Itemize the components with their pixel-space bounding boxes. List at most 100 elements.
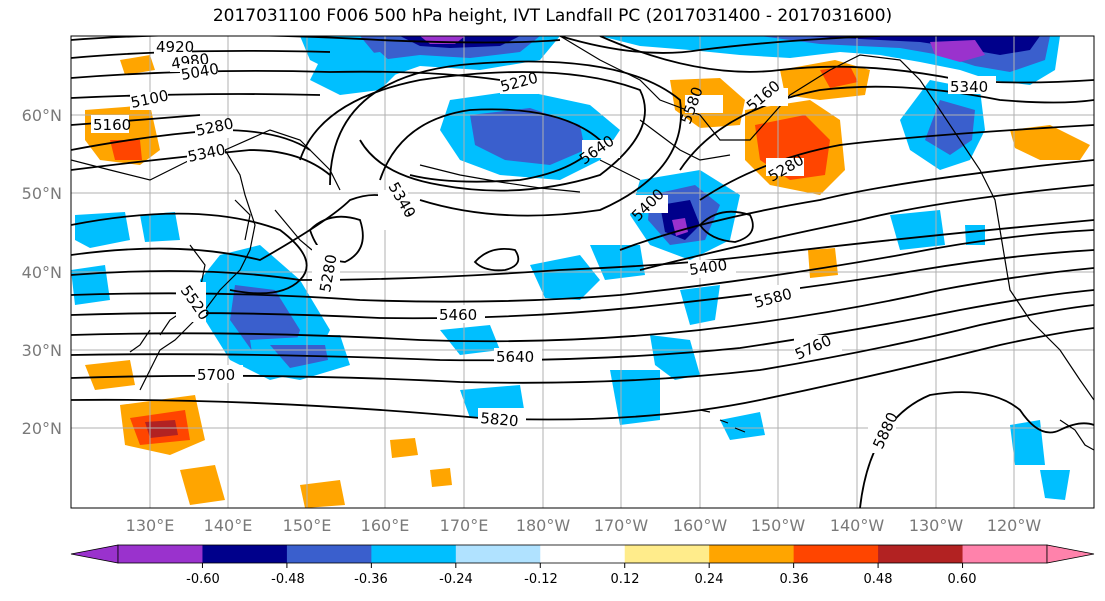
lon-label: 120°W xyxy=(987,516,1042,535)
ivt-region xyxy=(1010,125,1090,160)
ivt-region xyxy=(808,248,838,278)
contour-line xyxy=(71,327,1094,421)
contour-line xyxy=(71,219,1094,281)
colorbar-cell xyxy=(962,545,1048,563)
ivt-region xyxy=(310,52,400,95)
ivt-region xyxy=(440,325,500,355)
lat-label: 50°N xyxy=(22,184,62,203)
contour-line xyxy=(679,85,1094,171)
colorbar-cell xyxy=(878,545,964,563)
contour-label: 5400 xyxy=(688,256,728,279)
ivt-region xyxy=(930,40,985,62)
colorbar-label: -0.12 xyxy=(524,572,558,587)
contour-label: 5460 xyxy=(439,306,477,324)
ivt-region xyxy=(1040,470,1070,500)
contour-line xyxy=(71,249,1094,320)
colorbar-label: 0.60 xyxy=(948,572,977,587)
ivt-region xyxy=(610,370,660,425)
colorbar-cell xyxy=(202,545,288,563)
ivt-region xyxy=(110,140,142,160)
colorbar-cell xyxy=(286,545,372,563)
contour-line xyxy=(599,36,1094,84)
contour-line xyxy=(639,184,1094,271)
ivt-region xyxy=(965,225,985,245)
contour-label: 5640 xyxy=(496,348,534,366)
ivt-region xyxy=(180,465,225,505)
contour-line xyxy=(559,36,881,54)
lon-label: 150°E xyxy=(283,516,332,535)
ivt-region xyxy=(71,265,110,305)
ivt-region xyxy=(890,210,945,250)
lat-label: 60°N xyxy=(22,106,62,125)
colorbar-cell xyxy=(118,545,203,563)
map-frame xyxy=(70,35,1095,509)
lon-label: 150°W xyxy=(751,516,806,535)
contour-line xyxy=(71,93,321,99)
lon-label: 130°E xyxy=(126,516,175,535)
ivt-region xyxy=(590,245,645,280)
colorbar-ticks xyxy=(201,563,964,568)
colorbar-label: -0.24 xyxy=(439,572,473,587)
colorbar-label: -0.48 xyxy=(271,572,305,587)
contour-label: 5340 xyxy=(950,78,988,96)
contour-line xyxy=(71,69,501,81)
colorbar-cell xyxy=(624,545,710,563)
lon-label: 130°W xyxy=(909,516,964,535)
colorbar-cell xyxy=(709,545,795,563)
lat-label: 30°N xyxy=(22,341,62,360)
ivt-region xyxy=(120,55,155,75)
lon-label: 160°W xyxy=(673,516,728,535)
colorbar-extend-right xyxy=(1046,544,1095,564)
contour-line xyxy=(71,194,411,261)
map-title: 2017031100 F006 500 hPa height, IVT Land… xyxy=(212,6,893,26)
lon-label: 140°W xyxy=(830,516,885,535)
colorbar-cell xyxy=(793,545,879,563)
ivt-region xyxy=(470,108,585,165)
lat-label: 40°N xyxy=(22,263,62,282)
colorbar-cell xyxy=(455,545,541,563)
colorbar: -0.60 -0.48 -0.36 -0.24 -0.12 0.12 0.24 … xyxy=(70,544,1095,587)
ivt-region xyxy=(530,255,600,300)
colorbar-label: 0.36 xyxy=(780,572,809,587)
contour-line xyxy=(299,71,646,192)
lon-label: 180°W xyxy=(516,516,571,535)
colorbar-label: 0.24 xyxy=(695,572,724,587)
ivt-positive-shading xyxy=(85,55,1090,508)
colorbar-cell xyxy=(540,545,626,563)
colorbar-label: -0.60 xyxy=(186,572,220,587)
contour-label: 5700 xyxy=(197,366,235,384)
colorbar-label: -0.36 xyxy=(354,572,388,587)
colorbar-labels: -0.60 -0.48 -0.36 -0.24 -0.12 0.12 0.24 … xyxy=(186,572,976,587)
colorbar-extend-left xyxy=(70,544,119,564)
contour-line xyxy=(699,124,1094,201)
lon-labels: 130°E 140°E 150°E 160°E 170°E 180°W 170°… xyxy=(126,516,1042,535)
contour-line xyxy=(71,304,1094,384)
contour-line xyxy=(619,159,1094,251)
height-contours xyxy=(71,36,1094,508)
ivt-region xyxy=(145,420,178,438)
lat-labels: 60°N 50°N 40°N 30°N 20°N xyxy=(22,106,62,438)
ivt-region xyxy=(720,412,765,440)
lon-label: 170°E xyxy=(440,516,489,535)
ivt-region xyxy=(430,468,452,487)
contour-label: 4920 xyxy=(156,38,194,56)
ivt-region xyxy=(1010,420,1045,465)
ivt-region xyxy=(390,438,418,458)
ivt-region xyxy=(925,100,975,155)
contour-label: 5820 xyxy=(480,409,520,430)
contour-line xyxy=(71,36,561,44)
lon-label: 170°W xyxy=(594,516,649,535)
contour-line xyxy=(71,114,201,126)
lon-label: 160°E xyxy=(361,516,410,535)
ivt-region xyxy=(85,360,135,390)
contour-line xyxy=(698,210,754,243)
colorbar-cells xyxy=(117,544,1048,564)
contour-label: 5160 xyxy=(93,116,131,134)
map-area: 4920 4980 5040 5100 5160 5280 5340 5220 … xyxy=(71,36,1094,508)
colorbar-label: 0.12 xyxy=(611,572,640,587)
contour-line xyxy=(71,212,308,295)
lat-label: 20°N xyxy=(22,419,62,438)
ivt-region xyxy=(300,480,345,508)
ivt-region xyxy=(140,212,180,242)
